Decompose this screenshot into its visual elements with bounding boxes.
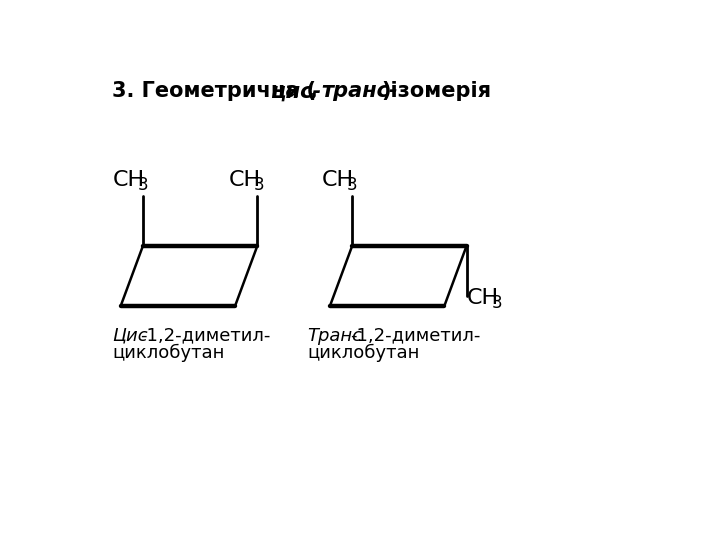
Text: CH: CH	[112, 170, 145, 190]
Text: -1,2-диметил-: -1,2-диметил-	[140, 327, 270, 345]
Text: ,: ,	[310, 82, 325, 102]
Text: )ізомерія: )ізомерія	[381, 82, 491, 102]
Text: 3: 3	[492, 294, 503, 312]
Text: -1,2-диметил-: -1,2-диметил-	[350, 327, 481, 345]
Text: 3: 3	[253, 176, 264, 194]
Text: цис-: цис-	[271, 82, 322, 102]
Text: 3: 3	[138, 176, 148, 194]
Text: 3. Геометрична (: 3. Геометрична (	[112, 82, 316, 102]
Text: транс-: транс-	[322, 82, 398, 102]
Text: CH: CH	[228, 170, 261, 190]
Text: Транс: Транс	[307, 327, 363, 345]
Text: циклобутан: циклобутан	[112, 344, 225, 362]
Text: 3: 3	[346, 176, 357, 194]
Text: Цис: Цис	[112, 327, 148, 345]
Text: циклобутан: циклобутан	[307, 344, 420, 362]
Text: CH: CH	[467, 288, 500, 308]
Text: CH: CH	[322, 170, 354, 190]
